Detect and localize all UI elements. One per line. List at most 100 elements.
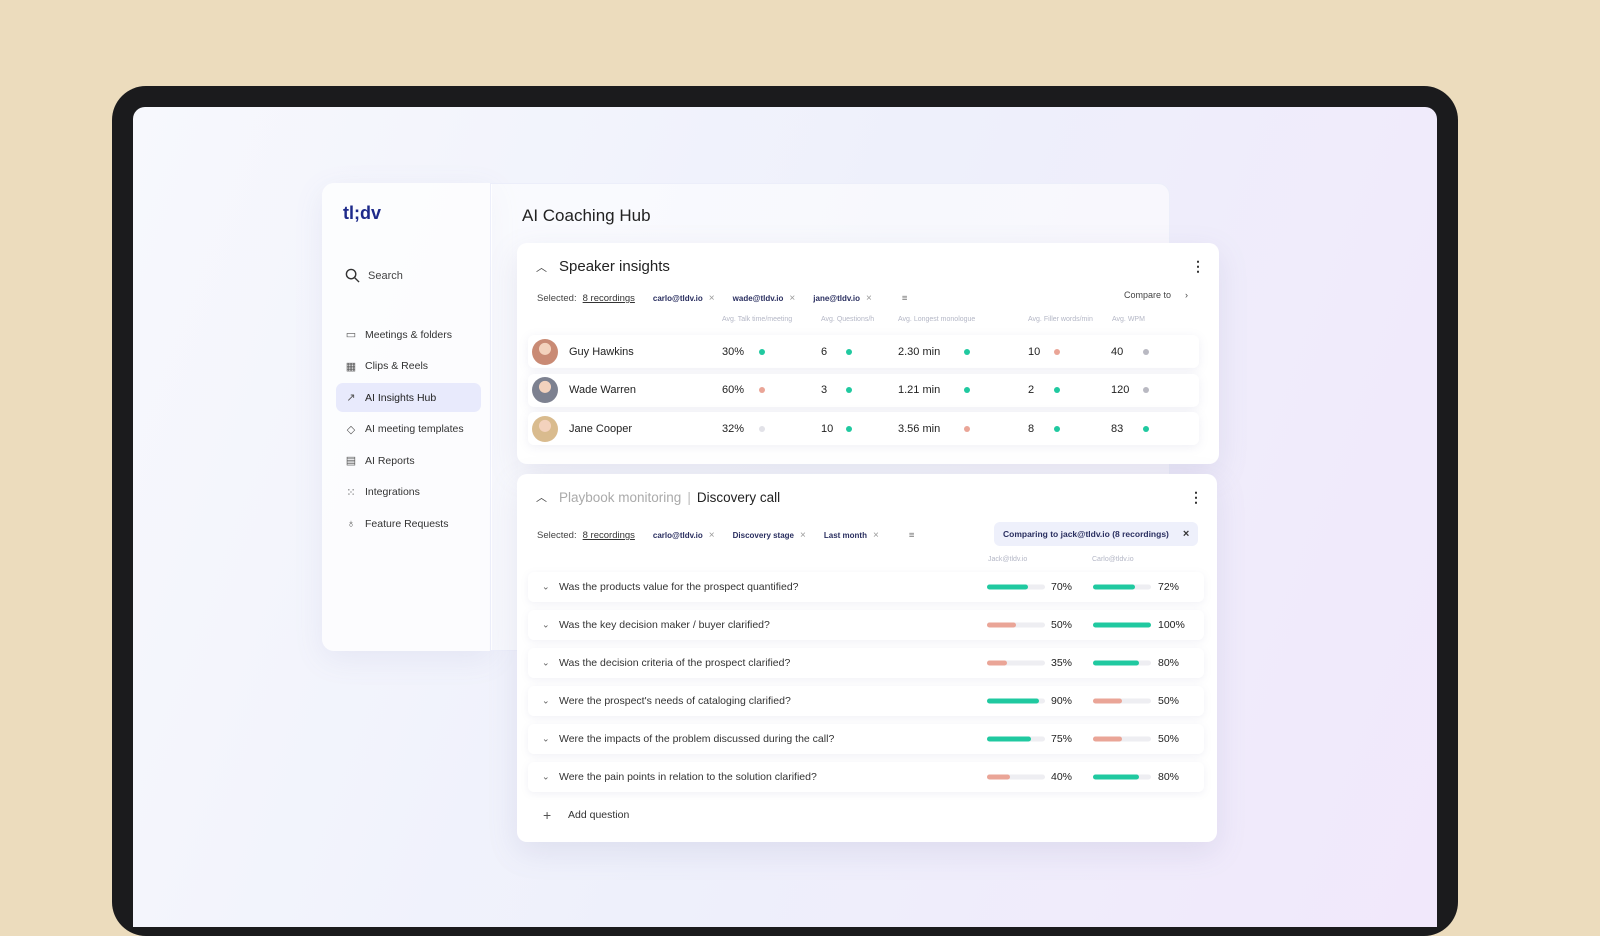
question-row[interactable]: ⌄ Were the pain points in relation to th…: [528, 762, 1204, 792]
metric-value: 32%: [722, 422, 745, 435]
chevron-down-icon[interactable]: ⌄: [542, 771, 550, 782]
filter-icon[interactable]: ≡: [908, 530, 915, 541]
status-dot: [1054, 425, 1060, 432]
search-button[interactable]: Search: [345, 268, 403, 283]
table-row[interactable]: Guy Hawkins 30% 6 2.30 min 10 40: [528, 335, 1199, 368]
sidebar-item-label: Clips & Reels: [365, 360, 429, 372]
status-dot: [1054, 348, 1060, 355]
column-header: Avg. Questions/h: [821, 316, 875, 323]
chevron-down-icon[interactable]: ⌄: [542, 619, 550, 630]
page-title: AI Coaching Hub: [522, 206, 651, 225]
status-dot: [759, 387, 765, 393]
status-dot: [846, 387, 852, 393]
report-icon: ▤: [345, 455, 357, 467]
sidebar-item[interactable]: ▦ Clips & Reels: [336, 352, 481, 381]
filter-chip[interactable]: Last month ×: [818, 527, 885, 544]
tag-icon: ◇: [346, 423, 356, 436]
percent-jack: 75%: [1051, 733, 1073, 745]
chip-label: carlo@tldv.io: [652, 531, 703, 540]
chevron-up-icon[interactable]: ︿: [536, 261, 547, 274]
selection-bar: Selected: 8 recordings carlo@tldv.io × wad…: [537, 290, 907, 307]
sidebar-item[interactable]: ↗ AI Insights Hub: [336, 383, 481, 412]
question-row[interactable]: ⌄ Was the key decision maker / buyer cla…: [528, 610, 1204, 640]
progress-bar-carlo: [1093, 698, 1151, 704]
logo[interactable]: tl;dv: [343, 203, 381, 223]
question-row[interactable]: ⌄ Were the impacts of the problem discus…: [528, 724, 1204, 754]
more-icon[interactable]: ⋮: [1191, 258, 1205, 274]
sidebar-item-label: Meetings & folders: [365, 328, 452, 341]
status-dot: [759, 425, 765, 432]
chevron-down-icon[interactable]: ⌄: [542, 657, 550, 668]
column-header: Avg. Longest monologue: [898, 316, 976, 323]
comparing-chip[interactable]: Comparing to jack@tldv.io (8 recordings)…: [994, 522, 1199, 546]
percent-jack: 50%: [1051, 619, 1073, 631]
title-separator: |: [687, 489, 691, 505]
metric-value: 120: [1111, 384, 1130, 396]
table-row[interactable]: Wade Warren 60% 3 1.21 min 2 120: [528, 373, 1199, 407]
close-icon[interactable]: ×: [866, 293, 872, 304]
recordings-link[interactable]: 8 recordings: [582, 293, 635, 304]
avatar: [532, 338, 558, 365]
chip-label: wade@tldv.io: [732, 294, 784, 303]
sidebar-item[interactable]: ◇ AI meeting templates: [336, 415, 481, 444]
clapper-icon: ▦: [345, 360, 357, 373]
status-dot: [964, 348, 970, 355]
progress-bar-carlo: [1093, 584, 1151, 590]
chevron-up-icon[interactable]: ︿: [536, 492, 547, 504]
add-question-button[interactable]: + Add question: [528, 800, 1204, 830]
more-icon[interactable]: ⋮: [1189, 489, 1203, 505]
progress-bar-jack: [987, 736, 1045, 742]
speaker-name: Guy Hawkins: [569, 345, 634, 358]
comparing-label: Comparing to jack@tldv.io (8 recordings): [1003, 529, 1169, 539]
sidebar-nav: ▭ Meetings & folders ▦ Clips & Reels ↗ AI Ins…: [336, 320, 481, 541]
question-row[interactable]: ⌄ Was the products value for the prospec…: [528, 572, 1204, 602]
percent-carlo: 100%: [1158, 619, 1185, 631]
metric-value: 60%: [722, 384, 745, 396]
status-dot: [964, 387, 970, 393]
filter-chip[interactable]: carlo@tldv.io ×: [647, 527, 721, 544]
column-header: Jack@tldv.io: [988, 556, 1028, 563]
filter-icon[interactable]: ≡: [901, 293, 908, 304]
close-icon[interactable]: ×: [708, 530, 715, 541]
sidebar-item[interactable]: ⁙ Integrations: [336, 478, 481, 507]
close-icon[interactable]: ×: [800, 530, 806, 541]
chip-label: jane@tldv.io: [813, 294, 861, 303]
chevron-down-icon[interactable]: ⌄: [542, 695, 550, 706]
table-row[interactable]: Jane Cooper 32% 10 3.56 min 8 83: [528, 412, 1199, 445]
sidebar-item[interactable]: ♁ Feature Requests: [336, 509, 481, 538]
percent-carlo: 72%: [1158, 581, 1180, 593]
speaker-name: Wade Warren: [569, 384, 637, 396]
metric-value: 30%: [722, 345, 745, 358]
avatar: [532, 377, 558, 403]
percent-jack: 40%: [1051, 771, 1073, 783]
playbook-header[interactable]: ︿ Playbook monitoring | Discovery call: [536, 489, 780, 505]
close-icon[interactable]: ×: [1182, 528, 1190, 540]
filter-chip[interactable]: wade@tldv.io ×: [727, 290, 802, 307]
question-row[interactable]: ⌄ Were the prospect's needs of catalogin…: [528, 686, 1204, 716]
compare-to-button[interactable]: Compare to ›: [1124, 290, 1188, 300]
status-dot: [846, 425, 852, 432]
speaker-insights-header[interactable]: ︿ Speaker insights: [536, 258, 670, 275]
filter-chip[interactable]: Discovery stage ×: [727, 527, 812, 544]
status-dot: [759, 348, 765, 355]
chevron-down-icon[interactable]: ⌄: [542, 733, 550, 744]
recordings-link[interactable]: 8 recordings: [582, 530, 635, 541]
filter-chip[interactable]: jane@tldv.io ×: [807, 290, 878, 307]
sidebar-item-label: AI meeting templates: [365, 423, 464, 435]
question-row[interactable]: ⌄ Was the decision criteria of the prosp…: [528, 648, 1204, 678]
question-text: Were the impacts of the problem discusse…: [559, 733, 835, 745]
status-dot: [964, 425, 970, 432]
sidebar-item[interactable]: ▤ AI Reports: [336, 446, 481, 475]
close-icon[interactable]: ×: [708, 293, 715, 304]
trend-icon: ↗: [346, 392, 356, 404]
speaker-name: Jane Cooper: [569, 422, 632, 435]
column-header: Carlo@tldv.io: [1092, 556, 1134, 563]
metric-value: 1.21 min: [898, 384, 941, 396]
close-icon[interactable]: ×: [872, 530, 879, 541]
close-icon[interactable]: ×: [789, 293, 796, 304]
filter-chip[interactable]: carlo@tldv.io ×: [647, 290, 721, 307]
chevron-down-icon[interactable]: ⌄: [542, 581, 550, 592]
compare-to-label: Compare to: [1124, 290, 1172, 300]
sidebar-item[interactable]: ▭ Meetings & folders: [336, 320, 481, 349]
percent-jack: 70%: [1051, 581, 1073, 593]
